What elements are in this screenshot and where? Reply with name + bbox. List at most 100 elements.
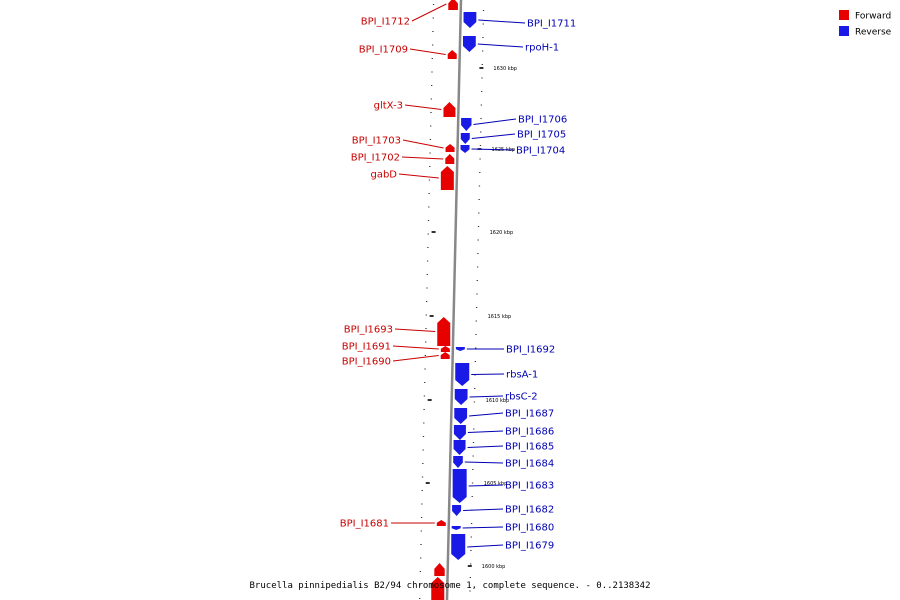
axis-dot-right [479,145,482,146]
axis-dot-left [425,341,427,343]
axis-dot-right [477,253,479,254]
axis-dot-left [421,503,423,505]
reverse-gene-label: BPI_I1680 [505,523,554,534]
reverse-gene-arrow [455,347,465,351]
axis-dot-left [430,98,433,100]
legend: Forward Reverse [839,10,892,38]
forward-gene-arrow [445,144,455,152]
axis-dot-left [419,598,421,599]
axis-dot-right [472,469,474,470]
axis-dot-left [428,206,430,208]
axis-dot-left [420,517,423,518]
axis-dot-left [431,44,434,46]
axis-dots [419,4,485,599]
axis-dot-right [475,347,477,349]
scale-tick-mark [429,315,434,317]
reverse-gene-leader [469,412,504,417]
axis-dot-right [479,172,481,173]
reverse-gene-leader [471,133,516,139]
axis-dot-right [469,563,472,565]
reverse-gene-leader [469,395,504,398]
axis-dot-right [478,185,481,187]
reverse-gene-leader [471,148,515,151]
axis-dot-left [426,260,429,262]
forward-gene-leader [409,48,446,55]
reverse-gene-leader [462,526,504,529]
axis-dot-right [473,428,475,430]
forward-gene-arrow [436,520,446,526]
axis-dot-right [482,37,484,38]
scale-tick-mark [467,565,472,567]
axis-dot-right [474,374,476,376]
axis-dot-left [419,571,421,572]
forward-gene-leader [411,3,447,22]
reverse-gene-label: BPI_I1685 [505,442,554,453]
forward-gene-arrow [448,0,458,10]
scale-tick-label: 1600 kbp [482,564,506,570]
gene-features [431,0,477,600]
reverse-gene-arrow [453,456,463,468]
axis-dot-right [475,320,477,322]
axis-dot-left [431,71,433,73]
axis-dot-left [424,368,426,370]
axis-dot-right [474,388,476,389]
axis-dot-right [473,401,476,403]
forward-gene-label: gltX-3 [374,101,403,112]
reverse-gene-arrow [454,408,468,424]
axis-dot-left [427,247,429,248]
axis-dot-right [470,536,472,538]
axis-dot-left [429,139,432,140]
reverse-gene-label: BPI_I1686 [505,427,554,438]
forward-gene-label: gabD [370,170,397,181]
forward-gene-label: BPI_I1693 [344,325,393,336]
reverse-gene-label: BPI_I1683 [505,481,554,492]
axis-dot-left [425,301,428,302]
forward-gene-leader [392,355,439,362]
forward-gene-label: BPI_I1690 [342,357,391,368]
reverse-gene-arrow [452,505,462,516]
forward-gene-arrow [440,352,450,359]
reverse-gene-arrow [452,469,467,503]
reverse-gene-arrow [453,440,466,455]
axis-dot-left [429,152,431,154]
axis-dot-right [481,77,483,79]
axis-dot-right [470,550,472,551]
axis-dot-right [478,199,480,200]
axis-dot-left [429,166,431,167]
forward-gene-arrow [440,346,450,352]
axis-dot-left [424,355,427,356]
axis-dot-left [423,409,425,410]
scale-tick-label: 1620 kbp [490,230,514,236]
axis-dot-right [474,361,477,362]
reverse-gene-leader [467,430,504,433]
axis-dot-left [420,544,422,545]
axis-dot-right [469,590,471,592]
reverse-gene-arrow [455,363,470,386]
reverse-gene-label: rpoH-1 [525,43,559,54]
reverse-gene-arrow [460,145,470,153]
reverse-gene-label: BPI_I1704 [516,146,565,157]
reverse-gene-arrow [451,534,466,560]
forward-gene-leader [404,104,442,110]
forward-gene-arrow [431,577,445,600]
axis-dot-left [420,530,422,532]
forward-gene-label: BPI_I1709 [359,45,408,56]
axis-dot-left [426,287,428,289]
reverse-gene-arrow [461,118,472,131]
reverse-gene-label: BPI_I1687 [505,409,554,420]
axis-dot-left [425,314,427,316]
forward-gene-leader [401,156,444,160]
axis-dot-right [471,482,474,484]
axis-dot-right [472,455,474,457]
axis-dot-right [479,158,481,160]
reverse-gene-arrow [463,12,477,28]
axis-dot-right [482,23,484,25]
axis-dot-left [428,179,431,181]
axis-dot-left [424,382,426,383]
reverse-gene-arrow [453,425,466,440]
axis-dot-right [480,104,483,106]
reverse-gene-leader [471,373,505,375]
axis-dot-right [475,334,477,335]
forward-gene-arrow [447,50,457,59]
reverse-gene-leader [467,445,504,448]
